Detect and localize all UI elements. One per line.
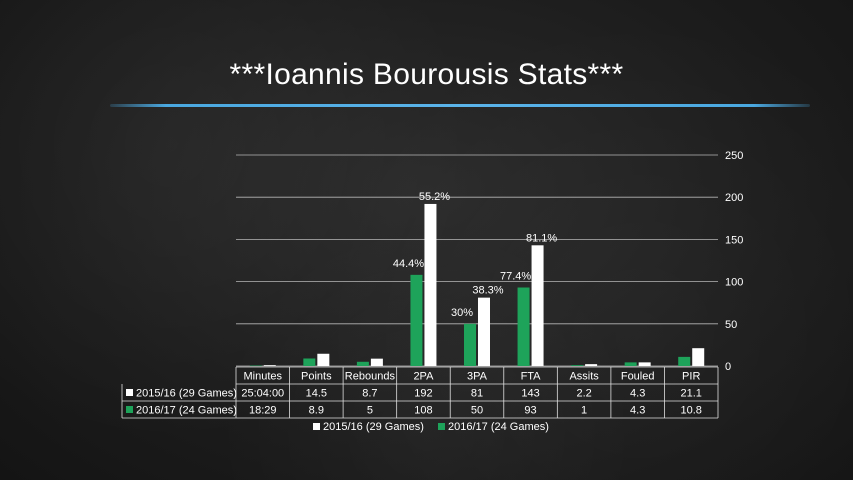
legend-swatch-2015-16 <box>313 423 320 430</box>
data-label-2016-17-2pa: 44.4% <box>393 258 424 270</box>
bar-2015-16-minutes <box>263 365 276 366</box>
data-label-2015-16-2pa: 55.2% <box>419 191 450 203</box>
table-cell-2015-16-minutes: 25:04:00 <box>241 388 284 400</box>
bar-2016-17-fouled <box>624 362 637 366</box>
legend-label-2015-16: 2015/16 (29 Games) <box>323 421 424 433</box>
table-cell-2016-17-rebounds: 5 <box>367 405 373 417</box>
bar-2015-16-pir <box>692 348 705 366</box>
data-label-2015-16-3pa: 38.3% <box>472 285 503 297</box>
bar-2015-16-rebounds <box>370 358 383 366</box>
table-legend-swatch-2016-17 <box>126 406 133 413</box>
bar-2015-16-fouled <box>638 362 651 366</box>
y-tick-label-100: 100 <box>725 277 743 289</box>
legend-swatch-2016-17 <box>438 423 445 430</box>
bar-2016-17-rebounds <box>356 361 369 366</box>
bar-2016-17-fta <box>517 287 530 366</box>
table-cell-2016-17-points: 8.9 <box>309 405 324 417</box>
category-label-minutes: Minutes <box>244 371 283 383</box>
bar-2015-16-fta <box>531 245 544 366</box>
table-cell-2016-17-fta: 93 <box>524 405 536 417</box>
bar-2016-17-minutes <box>249 365 262 367</box>
table-cell-2015-16-3pa: 81 <box>471 388 483 400</box>
category-label-assits: Assits <box>569 371 599 383</box>
bar-2016-17-assits <box>571 365 584 366</box>
table-cell-2015-16-assits: 2.2 <box>576 388 591 400</box>
table-series-label-2015-16: 2015/16 (29 Games) <box>136 388 237 400</box>
category-label-2pa: 2PA <box>413 371 434 383</box>
bar-2015-16-2pa <box>424 203 437 366</box>
table-cell-2015-16-fouled: 4.3 <box>630 388 645 400</box>
category-label-3pa: 3PA <box>467 371 488 383</box>
bar-2016-17-pir <box>678 356 691 366</box>
category-label-rebounds: Rebounds <box>345 371 396 383</box>
title-underline <box>110 104 810 107</box>
data-label-2016-17-3pa: 30% <box>451 307 473 319</box>
table-cell-2015-16-pir: 21.1 <box>681 388 702 400</box>
table-legend-swatch-2015-16 <box>126 389 133 396</box>
table-cell-2016-17-3pa: 50 <box>471 405 483 417</box>
slide-title: ***Ioannis Bourousis Stats*** <box>229 58 624 91</box>
table-cell-2015-16-points: 14.5 <box>306 388 327 400</box>
bar-2015-16-assits <box>585 364 598 366</box>
bar-2016-17-3pa <box>464 323 476 366</box>
y-tick-label-250: 250 <box>725 150 743 162</box>
bar-2015-16-points <box>317 353 330 366</box>
legend-label-2016-17: 2016/17 (24 Games) <box>448 421 549 433</box>
table-cell-2016-17-assits: 1 <box>581 405 587 417</box>
table-series-label-2016-17: 2016/17 (24 Games) <box>136 405 237 417</box>
table-cell-2015-16-2pa: 192 <box>414 388 432 400</box>
bar-2015-16-3pa <box>478 297 490 366</box>
bar-2016-17-2pa <box>410 274 423 366</box>
table-cell-2016-17-minutes: 18:29 <box>249 405 277 417</box>
category-label-points: Points <box>301 371 332 383</box>
category-label-fta: FTA <box>521 371 542 383</box>
table-cell-2016-17-fouled: 4.3 <box>630 405 645 417</box>
data-label-2015-16-fta: 81.1% <box>526 232 557 244</box>
category-label-fouled: Fouled <box>621 371 655 383</box>
y-tick-label-200: 200 <box>725 192 743 204</box>
table-cell-2015-16-fta: 143 <box>521 388 539 400</box>
y-tick-label-50: 50 <box>725 319 737 331</box>
table-cell-2016-17-2pa: 108 <box>414 405 432 417</box>
data-label-2016-17-fta: 77.4% <box>500 271 531 283</box>
table-cell-2015-16-rebounds: 8.7 <box>362 388 377 400</box>
bar-2016-17-points <box>303 358 316 366</box>
y-tick-label-0: 0 <box>725 361 731 373</box>
y-tick-label-150: 150 <box>725 234 743 246</box>
category-label-pir: PIR <box>682 371 700 383</box>
table-cell-2016-17-pir: 10.8 <box>681 405 702 417</box>
